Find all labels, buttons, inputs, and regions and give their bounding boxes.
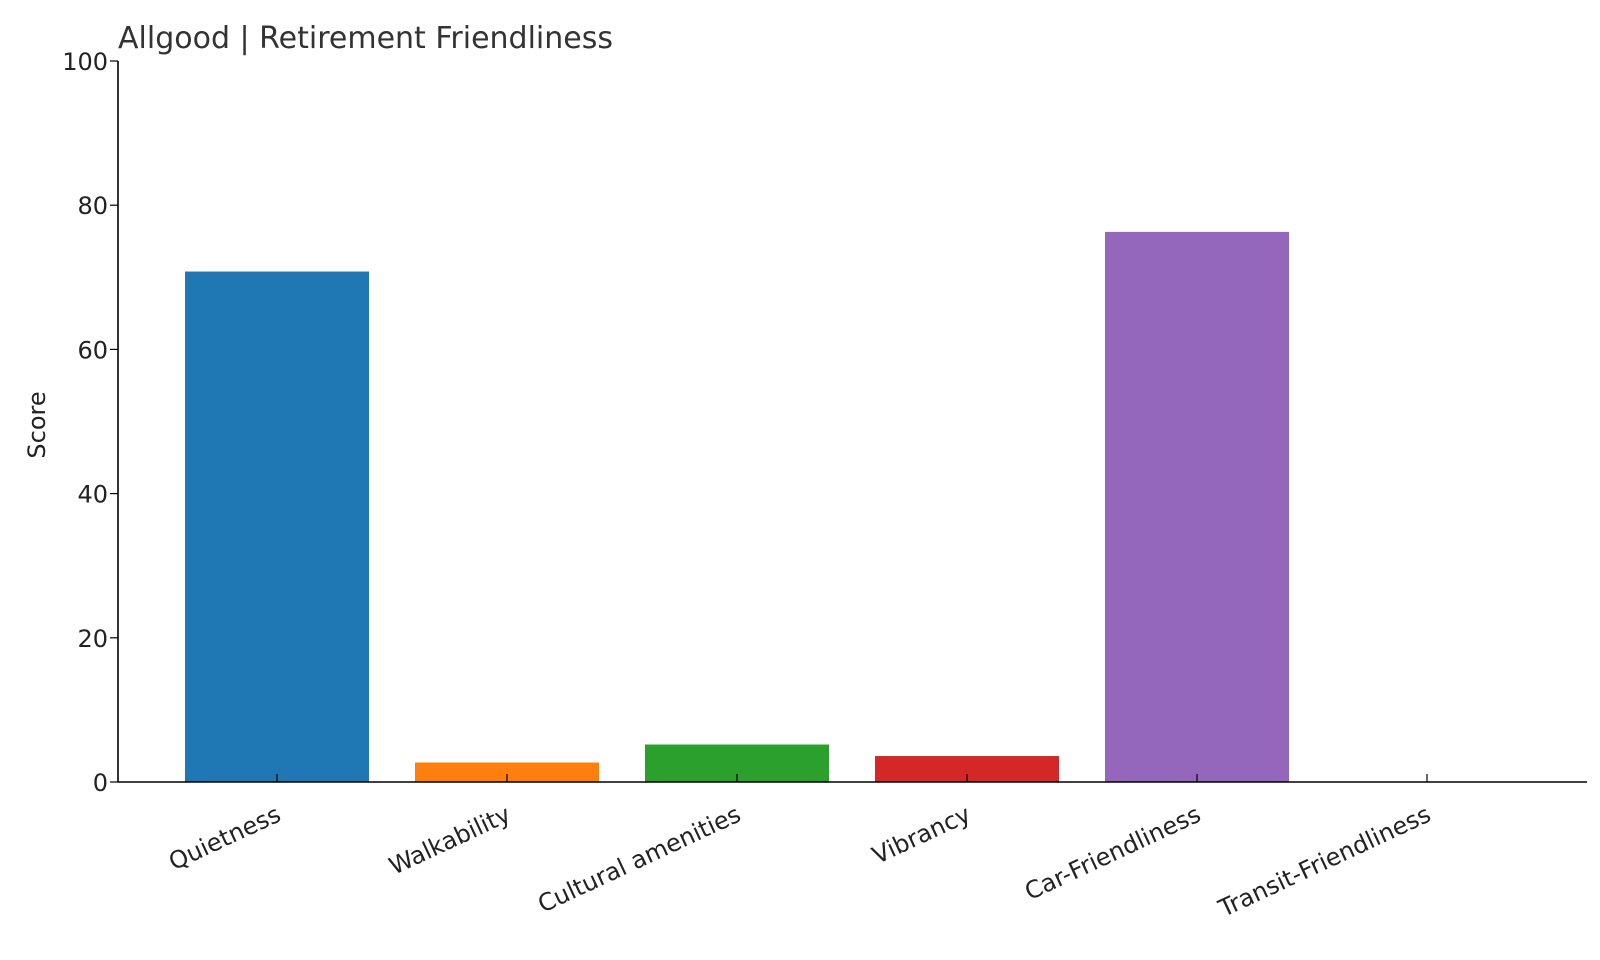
x-tick-label: Quietness xyxy=(164,800,285,876)
y-tick-label: 20 xyxy=(77,625,108,653)
y-tick-label: 40 xyxy=(77,481,108,509)
bar-car-friendliness xyxy=(1105,231,1289,782)
x-tick-label: Cultural amenities xyxy=(534,800,745,918)
y-tick-label: 80 xyxy=(77,192,108,220)
x-tick-label: Walkability xyxy=(385,800,515,881)
x-tick-label: Vibrancy xyxy=(868,800,975,870)
y-axis-label: Score xyxy=(23,391,51,458)
x-tick-label: Car-Friendliness xyxy=(1020,800,1205,906)
bars-group xyxy=(185,231,1289,782)
y-axis-ticks: 0 20 40 60 80 100 xyxy=(62,48,118,797)
y-tick-label: 60 xyxy=(77,336,108,364)
y-tick-label: 0 xyxy=(93,769,108,797)
x-axis-ticks: Quietness Walkability Cultural amenities Vi… xyxy=(164,774,1435,923)
bar-walkability xyxy=(415,762,599,782)
y-tick-label: 100 xyxy=(62,48,108,76)
x-tick-label: Transit-Friendliness xyxy=(1214,800,1435,923)
bar-quietness xyxy=(185,271,369,782)
chart-title: Allgood | Retirement Friendliness xyxy=(118,21,613,56)
